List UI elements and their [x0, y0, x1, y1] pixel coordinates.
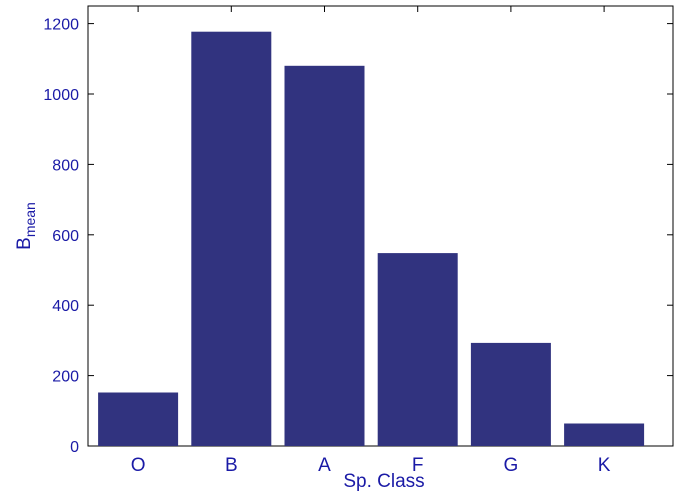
y-tick-label-600: 600 — [52, 228, 79, 245]
y-tick-label-200: 200 — [52, 369, 79, 386]
bar-G — [470, 342, 551, 446]
bars — [98, 31, 645, 447]
y-axis-label-main: B — [14, 237, 35, 250]
bar-B — [191, 31, 272, 446]
bar-F — [377, 253, 458, 446]
y-axis-label: Bmean — [14, 202, 38, 250]
y-axis-label-subscript: mean — [22, 202, 38, 237]
x-tick-label-A: A — [318, 455, 331, 476]
bar-A — [284, 65, 365, 447]
tick-marks — [88, 6, 673, 447]
bar-O — [98, 392, 179, 446]
x-tick-label-F: F — [412, 455, 424, 476]
x-tick-label-O: O — [131, 455, 146, 476]
y-tick-label-400: 400 — [52, 298, 79, 315]
y-tick-label-0: 0 — [70, 439, 79, 456]
y-tick-label-1200: 1200 — [43, 17, 79, 34]
x-tick-label-K: K — [598, 455, 611, 476]
x-tick-label-B: B — [225, 455, 238, 476]
x-axis-label: Sp. Class — [343, 471, 424, 492]
bar-K — [564, 423, 645, 446]
x-tick-label-G: G — [504, 455, 519, 476]
y-tick-label-1000: 1000 — [43, 87, 79, 104]
y-tick-label-800: 800 — [52, 157, 79, 174]
y-tick-labels: 0 200 400 600 800 1000 1200 — [43, 17, 79, 456]
